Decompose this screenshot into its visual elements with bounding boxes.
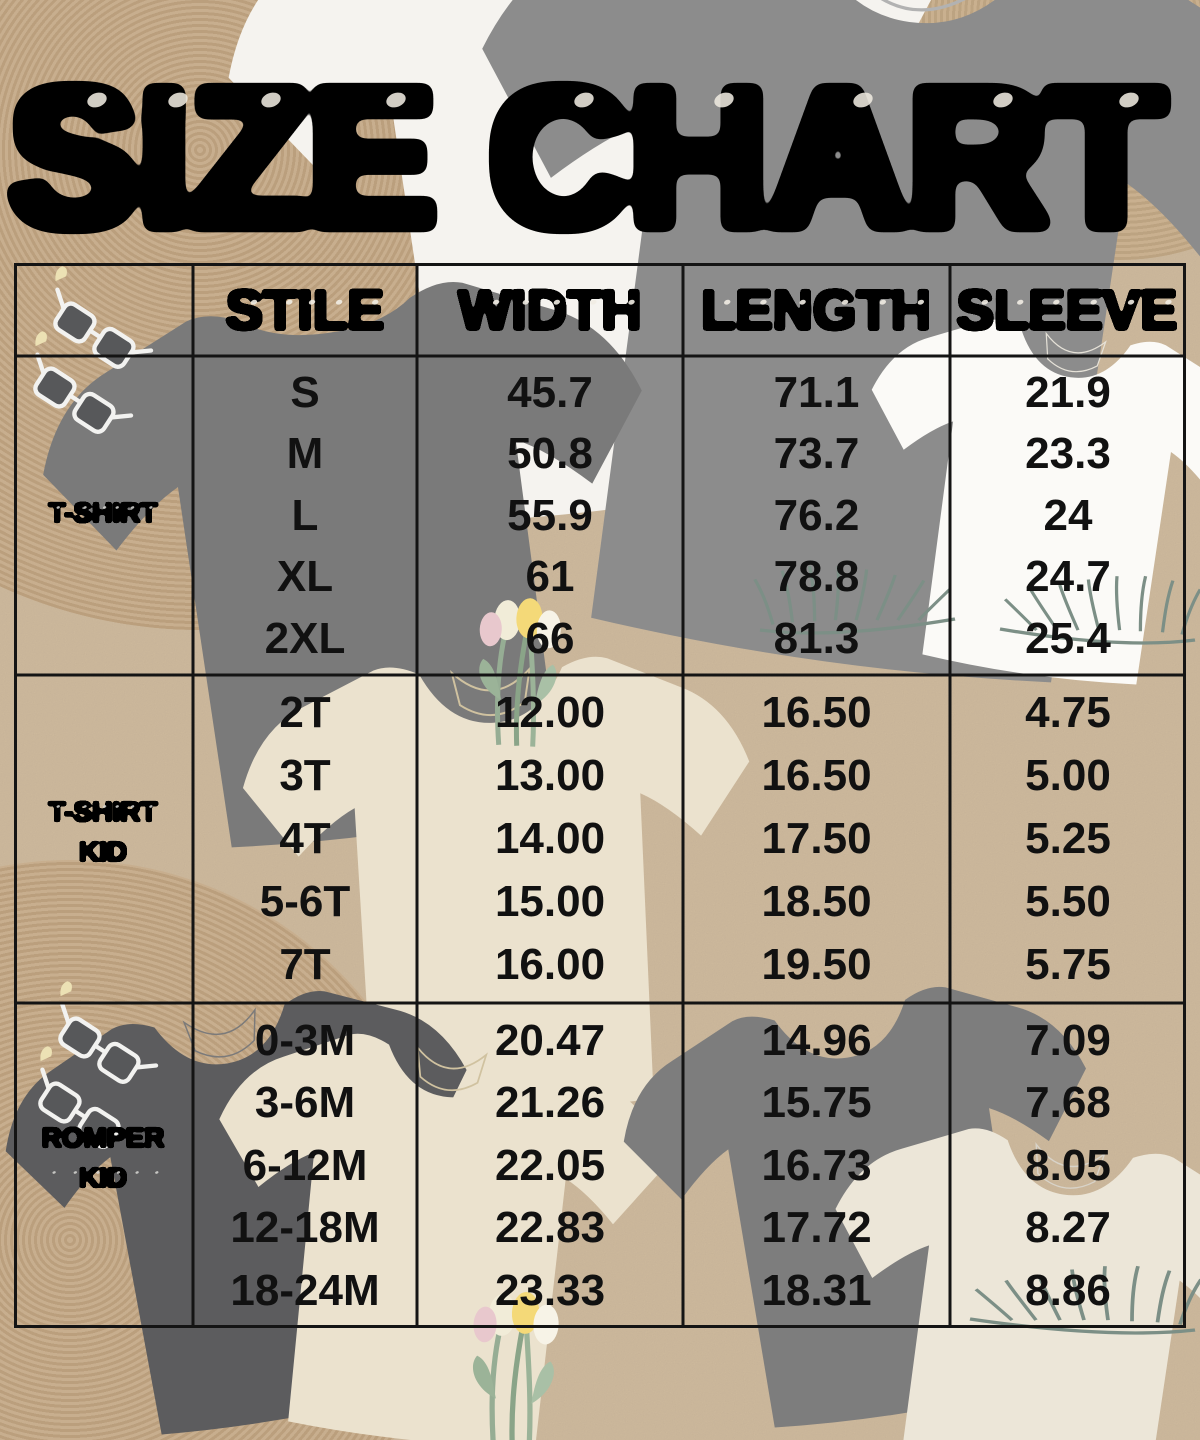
svg-text:SLEEVE: SLEEVE (957, 278, 1178, 341)
svg-text:SIZE CHART: SIZE CHART (8, 48, 1164, 267)
svg-text:WIDTH: WIDTH (458, 278, 642, 341)
svg-text:STILE: STILE (226, 278, 385, 341)
svg-text:LENGTH: LENGTH (701, 278, 931, 341)
